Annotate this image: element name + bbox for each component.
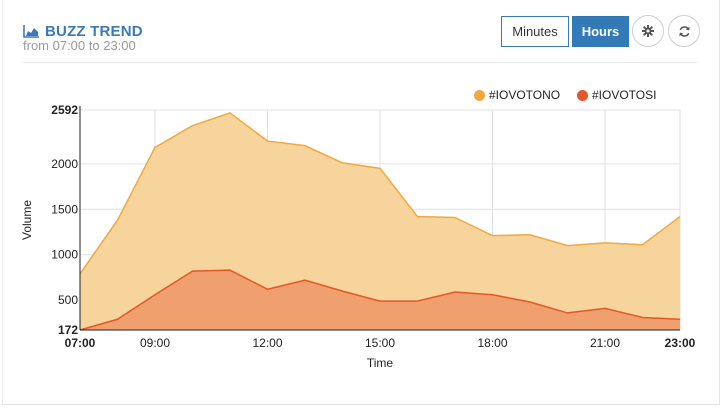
y-tick-label: 2000	[51, 157, 78, 171]
panel-title: BUZZ TREND	[45, 22, 143, 40]
area-chart-icon	[23, 25, 39, 38]
legend-item-iovotosi[interactable]: #IOVOTOSI	[577, 88, 656, 102]
hours-button[interactable]: Hours	[572, 16, 629, 47]
x-tick-label: 21:00	[590, 336, 620, 350]
refresh-icon	[678, 25, 690, 37]
x-tick-label: 12:00	[252, 336, 282, 350]
legend-marker-iovotosi	[577, 89, 588, 101]
refresh-button[interactable]	[668, 15, 700, 47]
x-tick-label: 07:00	[65, 336, 96, 350]
minutes-button[interactable]: Minutes	[501, 16, 569, 47]
series-line-iovotosi	[79, 269, 681, 331]
legend-label-iovotono: #IOVOTONO	[489, 88, 561, 102]
x-tick-label: 23:00	[665, 336, 696, 350]
x-tick-label: 18:00	[477, 336, 507, 350]
series-area-iovotosi	[80, 270, 680, 330]
gear-icon	[642, 25, 654, 37]
y-tick-label: 2592	[51, 103, 78, 117]
panel-header: BUZZ TREND	[23, 21, 143, 41]
series-line-iovotono	[79, 112, 681, 275]
x-tick-label: 09:00	[140, 336, 170, 350]
x-tick-label: 15:00	[365, 336, 395, 350]
y-tick-label: 1500	[51, 202, 78, 216]
y-tick-label: 172	[58, 323, 78, 337]
settings-button[interactable]	[632, 15, 664, 47]
header-divider	[23, 62, 697, 63]
legend-marker-iovotono	[474, 89, 485, 101]
panel-subtitle: from 07:00 to 23:00	[23, 38, 136, 53]
y-tick-label: 500	[58, 293, 78, 307]
x-axis-title: Time	[367, 356, 394, 370]
y-axis-title: Volume	[20, 200, 34, 240]
legend-label-iovotosi: #IOVOTOSI	[592, 88, 657, 102]
y-tick-label: 1000	[51, 248, 78, 262]
legend-item-iovotono[interactable]: #IOVOTONO	[474, 88, 560, 102]
